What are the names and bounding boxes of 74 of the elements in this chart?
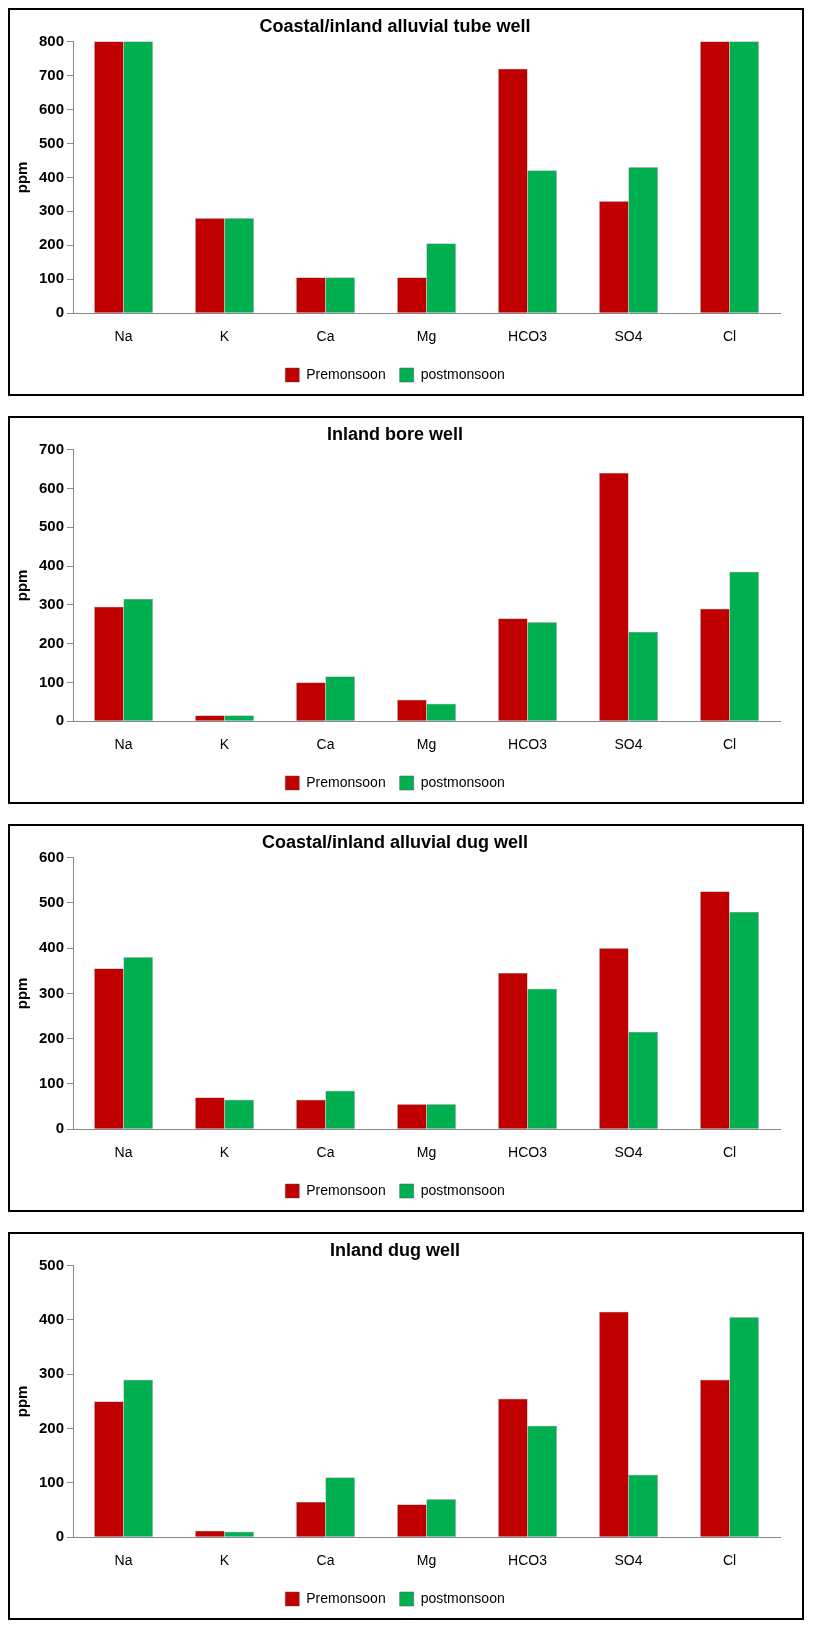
y-tick-label: 600 — [39, 478, 65, 496]
x-tick-label: Mg — [416, 736, 437, 753]
x-tick-label: Na — [114, 736, 133, 753]
y-tick-label: 400 — [39, 556, 65, 574]
y-tick-label: 500 — [39, 1255, 65, 1273]
y-tick-label: 700 — [39, 65, 65, 83]
y-tick-label: 800 — [39, 31, 65, 49]
x-tick-label: Mg — [416, 328, 437, 345]
x-tick-label: Ca — [316, 736, 335, 753]
y-tick-label: 600 — [39, 99, 65, 117]
x-tick-label: SO4 — [614, 1144, 643, 1161]
y-axis-title: ppm — [13, 1385, 31, 1418]
x-tick-label: HCO3 — [508, 328, 548, 345]
y-axis-title: ppm — [13, 569, 31, 602]
y-tick-label: 300 — [39, 983, 65, 1001]
y-tick-label: 100 — [39, 269, 65, 287]
y-tick-label: 300 — [39, 201, 65, 219]
x-tick-label: Cl — [722, 736, 737, 753]
x-tick-label: Na — [114, 1552, 133, 1569]
x-tick-label: K — [219, 1144, 230, 1161]
y-axis-title: ppm — [13, 161, 31, 194]
y-tick-label: 0 — [55, 1119, 65, 1137]
y-axis-title: ppm — [13, 977, 31, 1010]
y-tick-label: 400 — [39, 1310, 65, 1328]
y-tick-label: 500 — [39, 133, 65, 151]
legend-label: postmonsoon — [420, 1589, 505, 1606]
legend-label: Premonsoon — [306, 1181, 386, 1198]
chart-title: Inland dug well — [330, 1239, 460, 1260]
x-tick-label: K — [219, 328, 230, 345]
y-tick-label: 200 — [39, 633, 65, 651]
x-tick-label: HCO3 — [508, 1144, 548, 1161]
y-tick-label: 0 — [55, 711, 65, 729]
x-tick-label: Ca — [316, 1552, 335, 1569]
x-tick-label: Ca — [316, 1144, 335, 1161]
x-tick-label: Ca — [316, 328, 335, 345]
y-tick-label: 300 — [39, 594, 65, 612]
y-tick-label: 500 — [39, 893, 65, 911]
x-tick-label: K — [219, 736, 230, 753]
x-tick-label: Cl — [722, 328, 737, 345]
legend-label: Premonsoon — [306, 1589, 386, 1606]
legend-label: postmonsoon — [420, 1181, 505, 1198]
x-tick-label: SO4 — [614, 328, 643, 345]
y-tick-label: 400 — [39, 167, 65, 185]
chart-title: Inland bore well — [326, 423, 464, 444]
x-tick-label: SO4 — [614, 1552, 643, 1569]
chart-title: Coastal/inland alluvial dug well — [261, 831, 529, 852]
y-tick-label: 300 — [39, 1364, 65, 1382]
legend-label: Premonsoon — [306, 773, 386, 790]
y-tick-label: 600 — [39, 847, 65, 865]
y-tick-label: 100 — [39, 1074, 65, 1092]
x-tick-label: Na — [114, 328, 133, 345]
y-tick-label: 100 — [39, 672, 65, 690]
chart-title: Coastal/inland alluvial tube well — [259, 15, 531, 36]
y-tick-label: 200 — [39, 1418, 65, 1436]
y-tick-label: 0 — [55, 1527, 65, 1545]
legend-label: Premonsoon — [306, 365, 386, 382]
x-tick-label: SO4 — [614, 736, 643, 753]
x-tick-label: Na — [114, 1144, 133, 1161]
y-tick-label: 200 — [39, 235, 65, 253]
legend-label: postmonsoon — [420, 365, 505, 382]
y-tick-label: 700 — [39, 439, 65, 457]
x-tick-label: Cl — [722, 1552, 737, 1569]
y-tick-label: 500 — [39, 517, 65, 535]
x-tick-label: Mg — [416, 1144, 437, 1161]
y-tick-label: 0 — [55, 303, 65, 321]
x-tick-label: Cl — [722, 1144, 737, 1161]
x-tick-label: HCO3 — [508, 1552, 548, 1569]
y-tick-label: 400 — [39, 938, 65, 956]
legend-label: postmonsoon — [420, 773, 505, 790]
x-tick-label: Mg — [416, 1552, 437, 1569]
y-tick-label: 100 — [39, 1473, 65, 1491]
y-tick-label: 200 — [39, 1028, 65, 1046]
x-tick-label: HCO3 — [508, 736, 548, 753]
x-tick-label: K — [219, 1552, 230, 1569]
